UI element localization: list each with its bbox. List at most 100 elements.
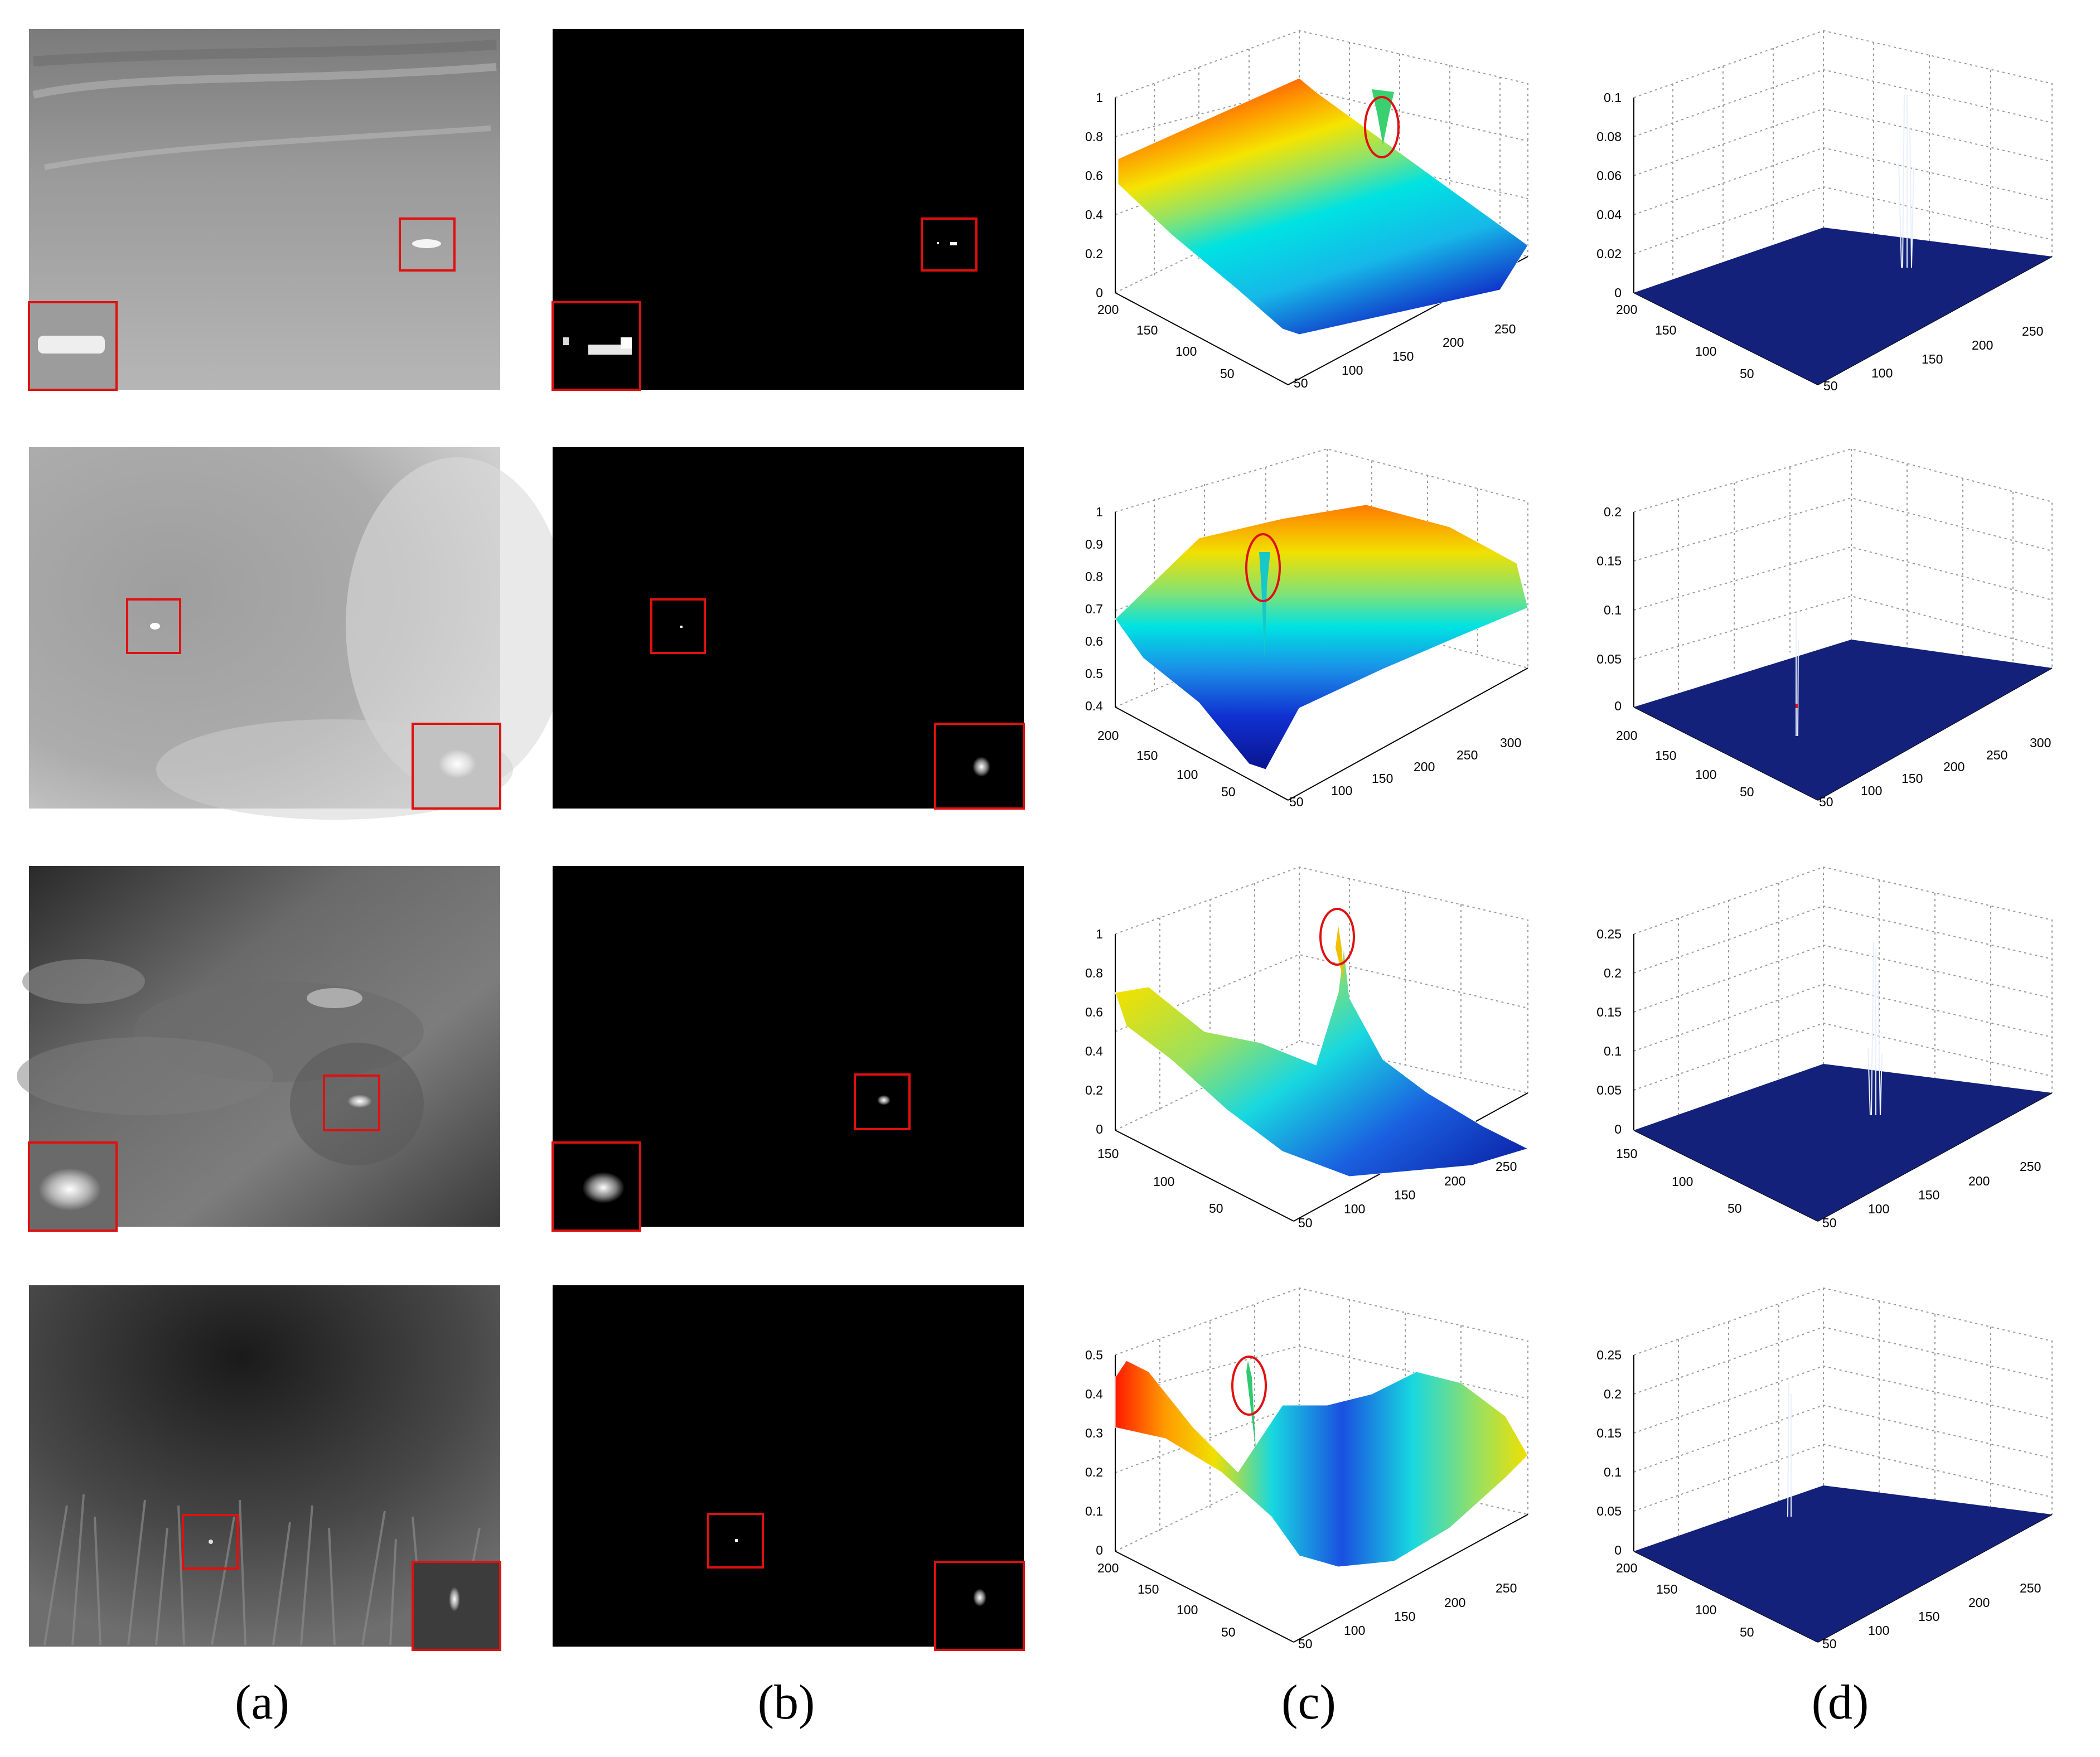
z-tick: 0.4	[1085, 1387, 1103, 1401]
z-tick: 0.15	[1596, 1005, 1622, 1019]
target-peak	[1259, 552, 1270, 658]
peak-highlight-circle	[1231, 1356, 1267, 1416]
peak-highlight-circle	[1245, 533, 1281, 602]
panel-c4: 0.5 0.4 0.3 0.2 0.1 0 200 150 100 50 50 …	[1085, 1287, 1528, 1651]
caption-a: (a)	[235, 1676, 289, 1730]
target-blob	[150, 623, 160, 630]
x-tick: 100	[1861, 783, 1882, 798]
x-tick: 100	[1344, 1623, 1365, 1638]
y-tick: 150	[1616, 1146, 1637, 1161]
z-tick: 0.6	[1085, 634, 1103, 648]
panel-b4	[553, 1285, 1025, 1651]
y-tick: 100	[1177, 1603, 1198, 1617]
panel-d2: 0.2 0.15 0.1 0.05 0 200 150 100 50 50 10…	[1596, 448, 2053, 809]
x-tick: 200	[1968, 1595, 1990, 1610]
z-tick: 0.1	[1604, 603, 1622, 617]
y-tick: 200	[1097, 302, 1119, 317]
y-tick: 200	[1097, 1561, 1119, 1575]
target-box	[399, 217, 456, 272]
y-tick: 150	[1655, 748, 1676, 763]
target-blob	[412, 239, 441, 248]
y-tick: 100	[1153, 1174, 1174, 1189]
x-tick: 250	[1986, 748, 2007, 762]
x-tick: 50	[1294, 376, 1308, 390]
x-tick: 250	[1496, 1159, 1517, 1174]
x-tick: 250	[2020, 1159, 2041, 1174]
y-tick: 200	[1616, 302, 1637, 317]
z-tick: 0	[1614, 699, 1622, 713]
column-d-responses: 0.1 0.08 0.06 0.04 0.02 0 200 150 100 50…	[1596, 30, 2053, 1651]
z-tick: 0.2	[1085, 1083, 1103, 1097]
y-tick: 100	[1177, 767, 1198, 782]
column-a-images	[17, 29, 569, 1651]
column-b-results	[551, 29, 1025, 1651]
y-tick: 100	[1175, 344, 1197, 359]
panel-a3	[17, 866, 500, 1232]
surface-mesh	[1115, 504, 1528, 770]
caption-d: (d)	[1812, 1676, 1869, 1730]
z-tick: 0.05	[1596, 1504, 1622, 1518]
panel-a1	[28, 29, 500, 391]
z-tick: 0.08	[1596, 129, 1622, 144]
response-plane	[1634, 228, 2052, 385]
y-tick: 150	[1138, 1582, 1159, 1596]
surface-mesh	[1115, 947, 1529, 1177]
response-plane	[1634, 640, 2052, 800]
response-peak	[1796, 613, 1799, 737]
target-peak	[1372, 89, 1394, 145]
y-tick: 150	[1136, 748, 1158, 763]
y-tick: 50	[1728, 1201, 1742, 1216]
panel-d4: 0.25 0.2 0.15 0.1 0.05 0 200 150 100 50 …	[1596, 1287, 2053, 1651]
y-tick: 50	[1221, 1625, 1236, 1639]
y-tick: 50	[1209, 1201, 1223, 1216]
x-tick: 150	[1922, 352, 1943, 366]
z-tick: 0	[1096, 285, 1103, 300]
x-tick: 200	[1444, 1174, 1465, 1188]
z-tick: 0.2	[1604, 966, 1622, 980]
z-tick: 0.8	[1085, 966, 1103, 980]
axis-frame	[1115, 512, 1528, 801]
z-tick: 0	[1614, 1122, 1622, 1136]
x-tick: 50	[1822, 1216, 1837, 1230]
y-tick: 150	[1655, 323, 1676, 337]
z-tick: 0.05	[1596, 1083, 1622, 1097]
caption-c: (c)	[1281, 1676, 1336, 1730]
x-tick: 50	[1289, 795, 1304, 809]
y-tick: 50	[1220, 366, 1235, 381]
z-tick: 0	[1096, 1543, 1103, 1557]
panel-b3	[551, 866, 1024, 1232]
x-tick: 200	[1444, 1595, 1465, 1610]
x-tick: 150	[1392, 349, 1414, 364]
z-tick: 0.1	[1085, 1504, 1103, 1518]
z-tick: 0.25	[1596, 927, 1622, 941]
x-tick: 100	[1342, 363, 1363, 377]
z-tick: 0.04	[1596, 207, 1622, 222]
panel-a4	[29, 1285, 501, 1651]
z-tick: 0.25	[1596, 1348, 1622, 1362]
z-tick: 0.7	[1085, 602, 1103, 616]
x-tick: 150	[1918, 1609, 1939, 1624]
y-tick: 200	[1097, 728, 1119, 743]
z-tick: 0.1	[1604, 1044, 1622, 1058]
z-tick: 0.2	[1604, 1387, 1622, 1401]
z-tick: 0.4	[1085, 207, 1103, 222]
z-tick: 0.06	[1596, 168, 1622, 183]
surface-mesh	[1115, 1360, 1528, 1567]
x-tick: 150	[1372, 771, 1393, 786]
z-tick: 0.6	[1085, 168, 1103, 183]
x-tick: 50	[1822, 1637, 1837, 1651]
z-tick: 0.8	[1085, 129, 1103, 144]
response-peak	[1867, 942, 1883, 1116]
z-tick: 0.3	[1085, 1426, 1103, 1440]
panel-c3: 1 0.8 0.6 0.4 0.2 0 150 100 50 50 100 15…	[1085, 866, 1529, 1230]
x-tick: 100	[1344, 1202, 1365, 1216]
x-tick: 250	[2022, 324, 2043, 338]
z-tick: 0.15	[1596, 1426, 1622, 1440]
z-tick: 0	[1096, 1122, 1103, 1136]
z-tick: 0	[1614, 285, 1622, 300]
response-plane	[1634, 1064, 2052, 1221]
x-tick: 200	[1968, 1174, 1990, 1188]
target-peak	[1246, 1361, 1256, 1450]
z-tick: 0.1	[1604, 1465, 1622, 1479]
z-tick: 0.2	[1604, 505, 1622, 519]
